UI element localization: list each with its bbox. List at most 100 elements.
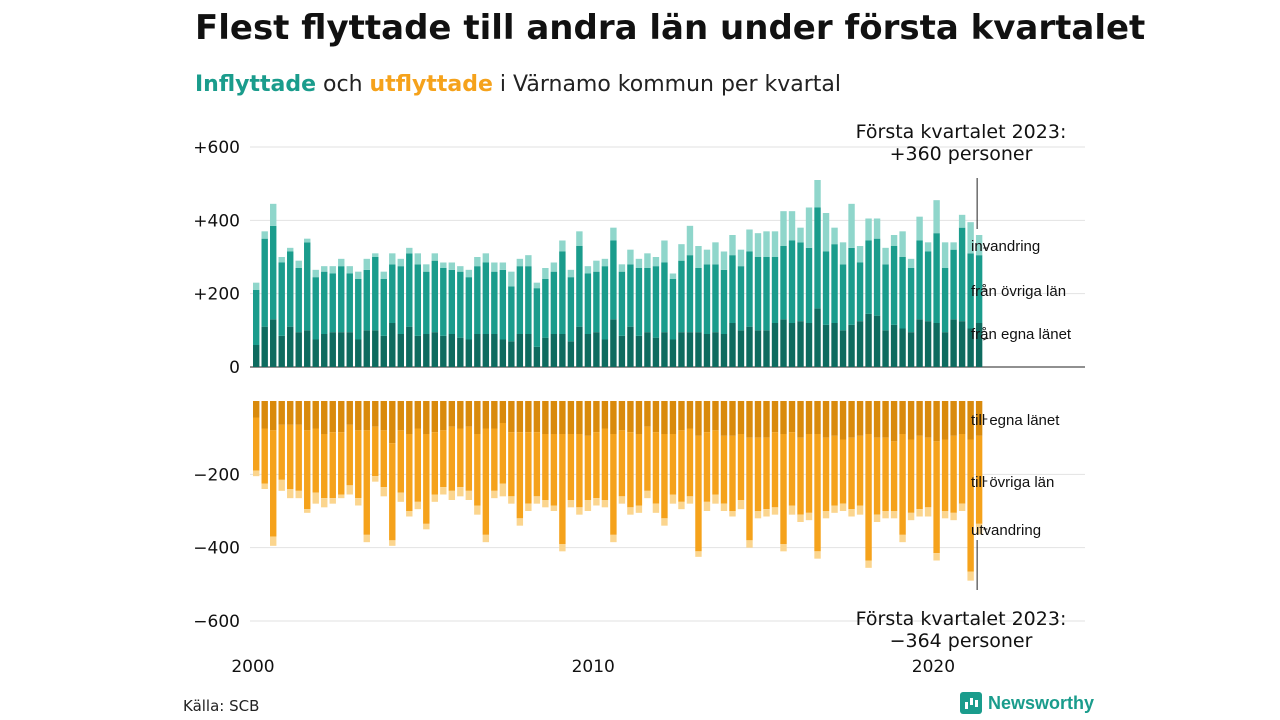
bar-in-1-36 [559,251,566,334]
bar-in-2-74 [882,247,889,265]
bar-in-2-4 [287,247,294,252]
bar-out-2-66 [814,551,821,559]
bar-in-2-64 [797,227,804,243]
bar-in-1-6 [304,242,311,331]
bar-out-2-6 [304,509,311,513]
bar-out-1-69 [839,439,847,504]
bar-out-2-39 [584,500,592,511]
bar-out-0-76 [899,401,906,434]
bar-out-1-4 [287,424,294,489]
bar-out-2-54 [712,494,719,504]
bar-in-0-40 [593,332,600,367]
bar-in-1-35 [550,271,558,334]
bar-in-0-75 [890,324,898,367]
bar-in-1-29 [499,269,507,340]
subtitle-rest: i Värnamo kommun per kvartal [492,72,842,97]
bar-out-2-47 [652,503,660,513]
bar-out-0-34 [542,401,549,434]
bar-in-2-20 [423,264,430,272]
bar-in-2-38 [576,231,583,246]
bar-in-2-1 [261,231,268,239]
bar-in-0-77 [907,332,915,367]
bar-out-2-33 [533,496,541,504]
bar-out-0-24 [457,401,464,429]
subtitle-inflyttade: Inflyttade [195,72,317,97]
bar-out-1-79 [924,437,932,508]
bar-in-0-83 [958,321,966,367]
bar-in-2-49 [669,273,677,279]
bar-in-0-50 [678,332,685,367]
bar-in-0-37 [567,341,575,367]
bar-out-2-55 [720,503,728,511]
bar-in-1-19 [414,264,421,336]
bar-in-1-41 [601,266,609,340]
bar-in-1-4 [287,251,294,327]
bar-in-0-27 [482,334,490,367]
bar-out-2-65 [805,512,813,521]
bar-out-2-84 [967,571,974,581]
bar-in-2-54 [712,242,719,265]
bar-in-2-50 [678,244,685,261]
bar-out-2-16 [389,540,396,546]
label-tick-in-2 [983,337,988,341]
bar-out-2-20 [423,523,430,530]
bar-in-1-57 [737,266,745,331]
bar-out-1-24 [457,428,464,488]
bar-in-1-52 [695,268,702,333]
bar-in-1-22 [440,268,447,336]
bar-in-0-31 [516,334,524,367]
bar-in-1-67 [822,251,830,325]
bar-in-0-30 [508,341,515,367]
bar-in-2-45 [635,258,643,268]
bar-out-0-36 [559,401,566,434]
bar-out-1-55 [720,435,728,504]
bar-in-2-39 [584,266,592,274]
bar-out-2-80 [933,553,940,561]
bar-in-1-79 [924,251,932,322]
bar-out-0-44 [627,401,634,433]
bar-out-1-18 [406,434,413,511]
bar-out-2-73 [873,514,881,522]
bar-in-0-3 [278,335,285,367]
bar-out-2-71 [856,505,864,515]
bar-in-1-0 [253,290,260,345]
bar-out-2-72 [865,560,872,568]
bar-out-2-77 [907,512,915,521]
bar-in-2-8 [321,266,328,272]
bar-in-1-10 [338,266,345,333]
bar-in-0-39 [584,334,592,367]
bar-in-0-52 [695,332,702,367]
bar-out-1-31 [516,432,524,519]
bar-out-0-49 [669,401,677,434]
bar-out-2-51 [686,496,694,504]
bar-out-2-15 [380,487,387,497]
bar-out-2-8 [321,498,328,508]
bar-out-1-84 [967,439,974,572]
bar-out-0-32 [525,401,532,433]
bar-out-2-53 [703,501,711,511]
bar-in-1-14 [372,257,379,331]
bar-out-1-3 [278,424,285,480]
bar-out-0-53 [703,401,711,433]
bar-in-2-67 [822,213,830,252]
y-tick-label-2: +200 [193,285,240,305]
bar-in-2-78 [916,216,923,241]
bar-in-1-33 [533,288,541,347]
bar-in-0-2 [270,319,277,367]
bar-in-1-55 [720,269,728,334]
bar-in-1-50 [678,260,685,333]
bar-in-2-76 [899,231,906,257]
bar-in-1-1 [261,238,268,327]
newsworthy-logo-text: Newsworthy [988,692,1095,713]
bar-out-1-11 [346,424,353,486]
bar-out-0-68 [831,401,838,436]
bar-in-2-84 [967,222,974,254]
bar-out-0-13 [363,401,370,431]
newsworthy-logo-icon [960,692,982,714]
bar-in-0-10 [338,332,345,367]
bar-out-0-31 [516,401,524,433]
bar-in-2-7 [312,269,319,278]
bar-in-2-5 [295,260,302,268]
bar-in-2-35 [550,262,558,272]
